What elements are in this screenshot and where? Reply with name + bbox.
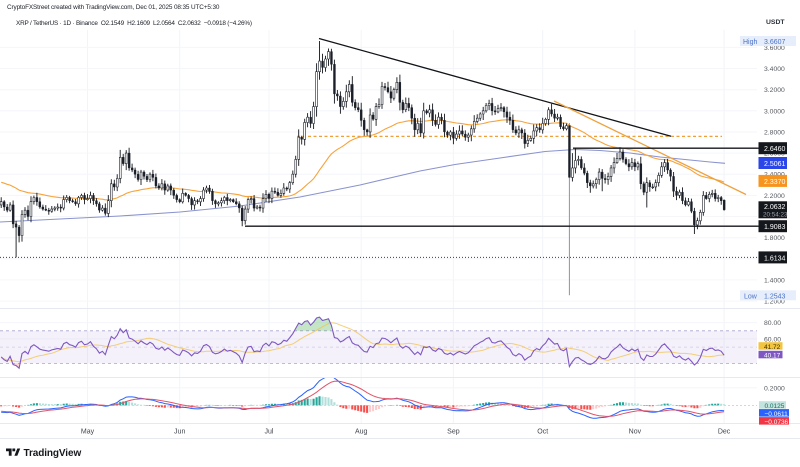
svg-text:XRP / TetherUS · 1D · Binance: XRP / TetherUS · 1D · Binance O2.1549 H2… <box>16 20 252 27</box>
svg-text:Jul: Jul <box>265 429 274 436</box>
svg-text:0.0125: 0.0125 <box>765 403 785 410</box>
svg-text:80.00: 80.00 <box>764 320 781 327</box>
svg-text:1.4000: 1.4000 <box>764 277 785 284</box>
svg-text:3.2000: 3.2000 <box>764 87 785 94</box>
svg-text:Aug: Aug <box>355 429 368 436</box>
svg-text:2.0632: 2.0632 <box>764 204 786 211</box>
svg-text:1.2543: 1.2543 <box>764 293 786 300</box>
svg-text:41.72: 41.72 <box>764 344 781 351</box>
svg-text:3.0000: 3.0000 <box>764 108 785 115</box>
svg-text:1.8000: 1.8000 <box>764 235 785 242</box>
svg-text:May: May <box>81 429 95 436</box>
svg-text:2.6460: 2.6460 <box>764 146 786 153</box>
svg-text:2.8000: 2.8000 <box>764 130 785 137</box>
svg-text:3.4000: 3.4000 <box>764 66 785 73</box>
svg-text:Dec: Dec <box>718 429 731 436</box>
svg-text:Oct: Oct <box>537 429 548 436</box>
svg-text:1.6134: 1.6134 <box>764 255 786 262</box>
svg-text:2.3370: 2.3370 <box>764 179 786 186</box>
svg-text:USDT: USDT <box>766 19 785 26</box>
svg-text:CryptoFXStreet created with Tr: CryptoFXStreet created with TradingView.… <box>7 4 220 11</box>
svg-text:0.2000: 0.2000 <box>764 385 785 392</box>
svg-text:60.00: 60.00 <box>764 336 781 343</box>
svg-text:Nov: Nov <box>629 429 642 436</box>
svg-text:Sep: Sep <box>447 429 460 436</box>
svg-text:1.9083: 1.9083 <box>764 224 786 231</box>
svg-text:−0.0736: −0.0736 <box>765 419 789 426</box>
svg-text:2.5061: 2.5061 <box>764 161 786 168</box>
svg-text:−0.0611: −0.0611 <box>765 411 789 418</box>
svg-text:TradingView: TradingView <box>24 448 82 459</box>
svg-text:High: High <box>743 39 758 46</box>
svg-text:3.6607: 3.6607 <box>764 39 786 46</box>
svg-text:1.2000: 1.2000 <box>764 299 785 306</box>
svg-text:2.2000: 2.2000 <box>764 193 785 200</box>
svg-text:40.17: 40.17 <box>764 353 781 360</box>
svg-text:Low: Low <box>744 293 758 300</box>
svg-text:Jun: Jun <box>174 429 185 436</box>
svg-text:3.6000: 3.6000 <box>764 45 785 52</box>
svg-text:20:54:23: 20:54:23 <box>763 211 788 218</box>
